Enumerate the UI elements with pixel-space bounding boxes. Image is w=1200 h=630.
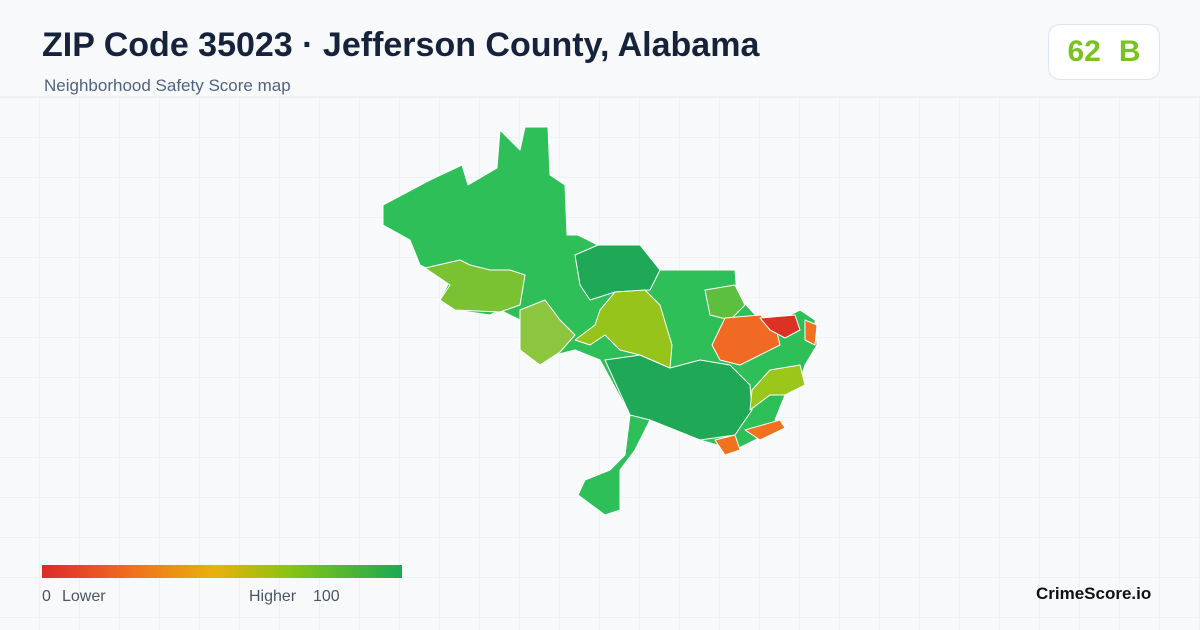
score-grade: B — [1118, 35, 1141, 68]
score-badge: 62 B — [1048, 24, 1160, 80]
zip-areas — [382, 126, 818, 516]
legend-gradient — [42, 565, 402, 578]
area — [704, 284, 746, 321]
legend-min-label: Lower — [62, 588, 106, 605]
area — [804, 319, 818, 346]
map-grid — [0, 97, 1200, 630]
title: ZIP Code 35023 · Jefferson County, Alaba… — [42, 26, 760, 64]
area — [574, 244, 661, 301]
area — [714, 434, 741, 456]
legend-min: 0 — [42, 588, 51, 605]
legend-max-label: Higher — [249, 588, 297, 605]
score-value: 62 — [1067, 35, 1101, 68]
area — [574, 289, 673, 369]
brand: CrimeScore.io — [1036, 584, 1152, 603]
area — [749, 364, 806, 411]
area — [744, 419, 786, 441]
legend-max: 100 — [313, 588, 340, 605]
area — [424, 259, 526, 313]
area — [519, 299, 576, 366]
subtitle: Neighborhood Safety Score map — [44, 76, 291, 95]
area — [759, 314, 801, 339]
